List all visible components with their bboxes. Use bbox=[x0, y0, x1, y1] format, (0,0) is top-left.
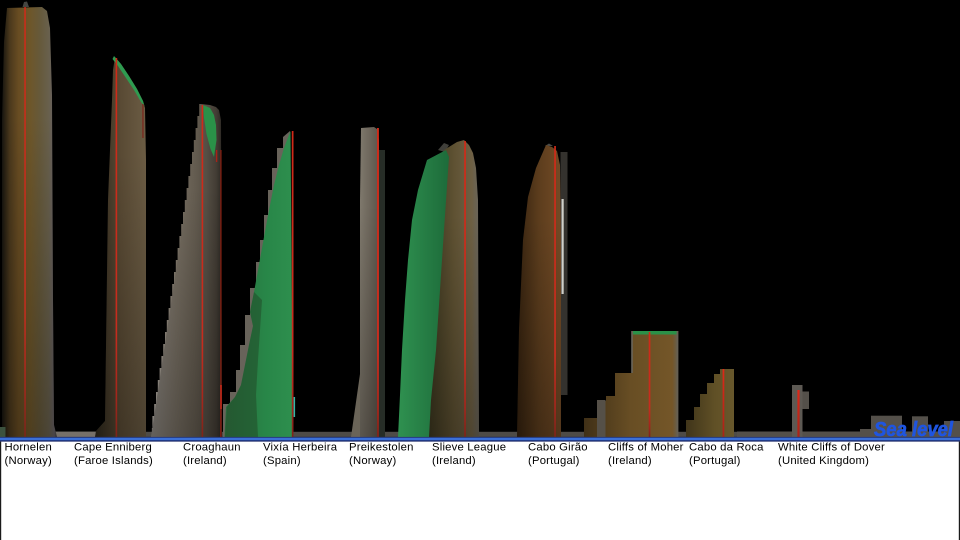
svg-text:(Faroe Islands): (Faroe Islands) bbox=[74, 455, 153, 467]
svg-text:(Spain): (Spain) bbox=[263, 455, 301, 467]
svg-text:Cliffs of Moher: Cliffs of Moher bbox=[608, 442, 684, 454]
svg-text:(Portugal): (Portugal) bbox=[528, 455, 580, 467]
svg-text:(Ireland): (Ireland) bbox=[608, 455, 652, 467]
svg-text:Cape Enniberg: Cape Enniberg bbox=[74, 442, 152, 454]
svg-text:White Cliffs of Dover: White Cliffs of Dover bbox=[778, 442, 885, 454]
svg-text:Cabo da Roca: Cabo da Roca bbox=[689, 442, 764, 454]
svg-text:(Ireland): (Ireland) bbox=[183, 455, 227, 467]
svg-text:Vixía Herbeira: Vixía Herbeira bbox=[263, 442, 338, 454]
svg-text:Hornelen: Hornelen bbox=[5, 442, 52, 454]
svg-text:Croaghaun: Croaghaun bbox=[183, 442, 241, 454]
svg-text:(Norway): (Norway) bbox=[5, 455, 52, 467]
svg-text:(United Kingdom): (United Kingdom) bbox=[778, 455, 869, 467]
svg-text:(Norway): (Norway) bbox=[349, 455, 396, 467]
svg-text:(Portugal): (Portugal) bbox=[689, 455, 741, 467]
svg-text:Preikestolen: Preikestolen bbox=[349, 442, 414, 454]
svg-text:Slieve League: Slieve League bbox=[432, 442, 506, 454]
svg-text:Sea level: Sea level bbox=[874, 418, 954, 441]
svg-text:(Ireland): (Ireland) bbox=[432, 455, 476, 467]
svg-text:Cabo Girão: Cabo Girão bbox=[528, 442, 588, 454]
